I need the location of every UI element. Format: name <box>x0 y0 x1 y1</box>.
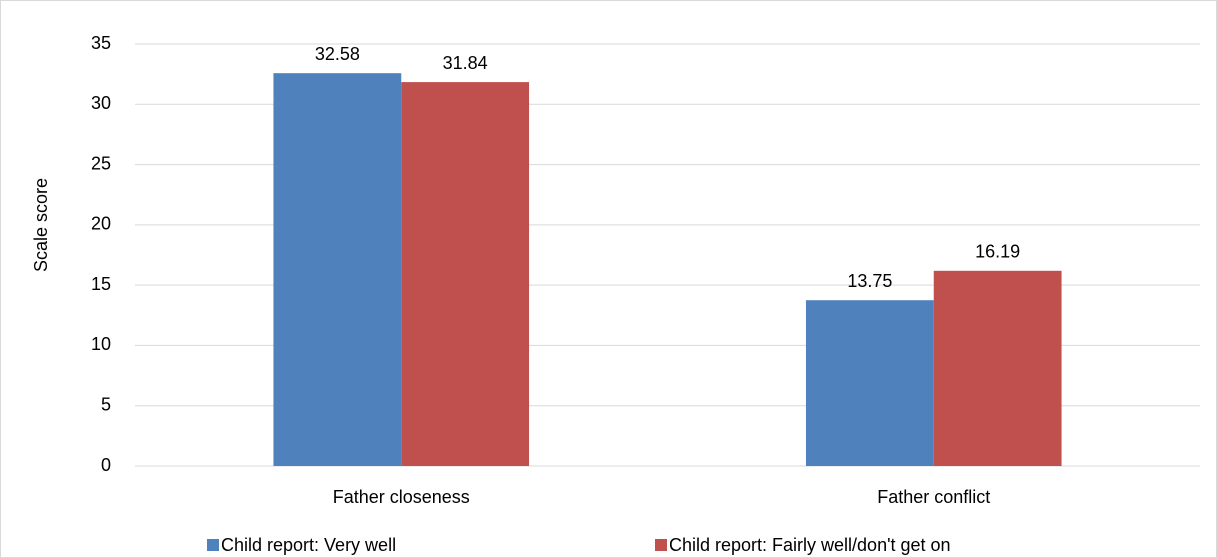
y-tick-label: 35 <box>91 33 111 53</box>
y-axis-label: Scale score <box>31 178 51 272</box>
value-label: 13.75 <box>847 271 892 291</box>
y-tick-label: 30 <box>91 93 111 113</box>
legend-swatch <box>207 539 219 551</box>
y-tick-label: 25 <box>91 153 111 173</box>
value-label: 31.84 <box>443 53 488 73</box>
y-tick-label: 10 <box>91 334 111 354</box>
legend-label: Child report: Fairly well/don't get on <box>669 535 951 555</box>
y-tick-label: 20 <box>91 214 111 234</box>
x-tick-label: Father conflict <box>877 487 990 507</box>
x-tick-label: Father closeness <box>333 487 470 507</box>
value-label: 32.58 <box>315 44 360 64</box>
legend-swatch <box>655 539 667 551</box>
y-tick-label: 15 <box>91 274 111 294</box>
bar <box>273 73 402 466</box>
y-tick-label: 0 <box>101 455 111 475</box>
legend-label: Child report: Very well <box>221 535 396 555</box>
y-tick-label: 5 <box>101 394 111 414</box>
bar <box>933 270 1062 466</box>
bar <box>401 82 530 466</box>
bar <box>805 300 934 466</box>
value-label: 16.19 <box>975 242 1020 262</box>
